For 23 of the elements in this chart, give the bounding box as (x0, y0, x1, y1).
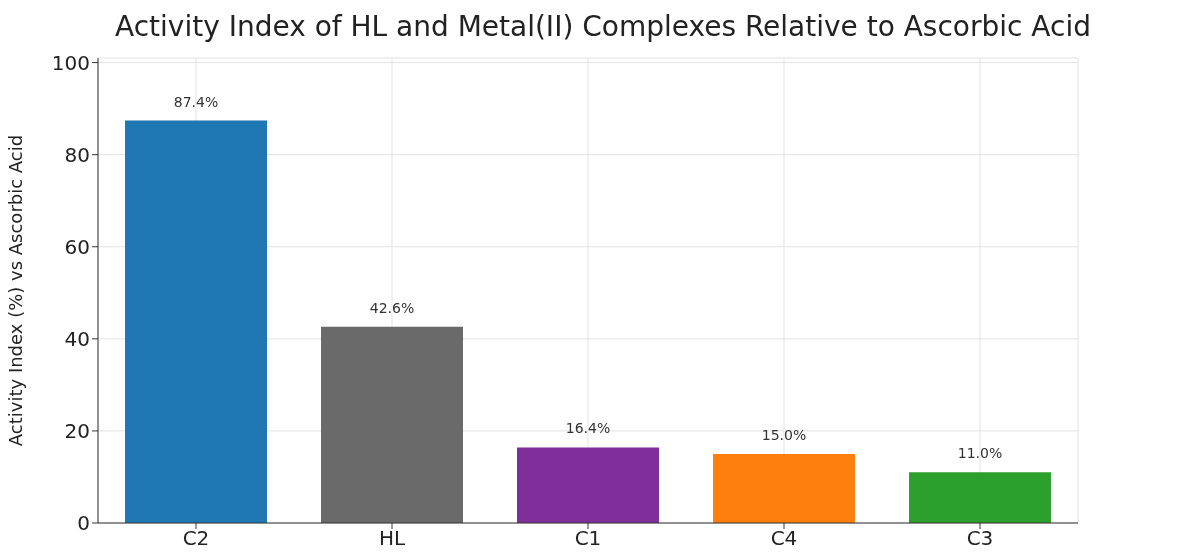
data-label: 11.0% (957, 445, 1003, 462)
bar (321, 326, 463, 523)
y-tick-label: 80 (64, 142, 90, 167)
y-tick-label: 40 (64, 326, 90, 351)
y-tick-label: 0 (77, 511, 90, 536)
data-label: 42.6% (369, 299, 415, 316)
data-label: 15.0% (761, 426, 807, 443)
x-tick-label: HL (378, 526, 406, 551)
data-label: 16.4% (565, 420, 611, 437)
data-label: 87.4% (173, 93, 219, 110)
x-tick-label: C2 (182, 526, 210, 551)
x-tick-label: C1 (574, 526, 602, 551)
x-tick-label: C4 (770, 526, 798, 551)
y-tick-label: 60 (64, 234, 90, 259)
chart-title: Activity Index of HL and Metal(II) Complexes Relative to Ascorbic Acid (114, 10, 1092, 43)
bar (125, 120, 267, 523)
y-tick-label: 100 (51, 50, 90, 75)
y-axis-title: Activity Index (%) vs Ascorbic Acid (5, 134, 27, 447)
y-tick-label: 20 (64, 419, 90, 444)
bar (909, 472, 1051, 523)
bar (713, 453, 855, 523)
bar (517, 447, 659, 523)
x-tick-label: C3 (966, 526, 994, 551)
